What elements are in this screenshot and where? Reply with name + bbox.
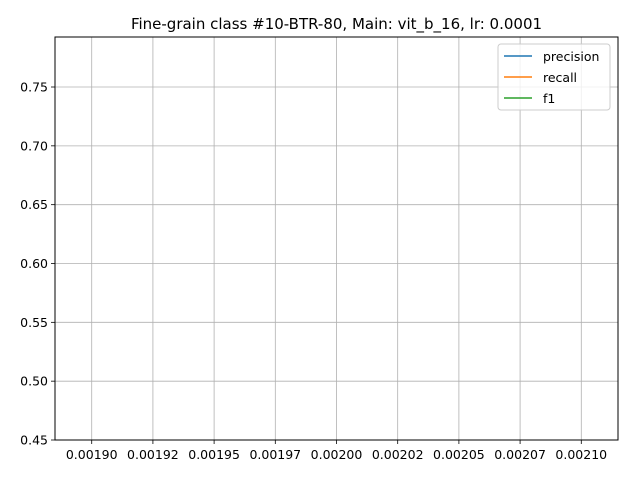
x-tick-label: 0.00202 xyxy=(372,447,424,462)
y-axis: 0.45 0.50 0.55 0.60 0.65 0.70 0.75 xyxy=(20,80,55,448)
x-tick-label: 0.00195 xyxy=(188,447,240,462)
x-axis: 0.00190 0.00192 0.00195 0.00197 0.00200 0.002… xyxy=(66,440,607,462)
y-tick-label: 0.45 xyxy=(20,433,48,448)
y-tick-label: 0.70 xyxy=(20,138,48,153)
x-tick-label: 0.00197 xyxy=(249,447,301,462)
y-tick-label: 0.75 xyxy=(20,80,48,95)
y-tick-label: 0.60 xyxy=(20,256,48,271)
chart-title: Fine-grain class #10-BTR-80, Main: vit_b… xyxy=(131,15,542,34)
legend-label-recall: recall xyxy=(543,70,577,85)
x-tick-label: 0.00207 xyxy=(494,447,546,462)
legend-box xyxy=(497,43,611,111)
y-tick-label: 0.55 xyxy=(20,315,48,330)
x-tick-label: 0.00210 xyxy=(555,447,607,462)
x-tick-label: 0.00200 xyxy=(311,447,363,462)
y-tick-label: 0.65 xyxy=(20,197,48,212)
legend-label-precision: precision xyxy=(543,49,599,64)
x-tick-label: 0.00205 xyxy=(433,447,485,462)
legend-label-f1: f1 xyxy=(543,91,555,106)
x-tick-label: 0.00192 xyxy=(127,447,179,462)
legend: precision recall f1 xyxy=(497,43,611,111)
x-tick-label: 0.00190 xyxy=(66,447,118,462)
y-tick-label: 0.50 xyxy=(20,374,48,389)
